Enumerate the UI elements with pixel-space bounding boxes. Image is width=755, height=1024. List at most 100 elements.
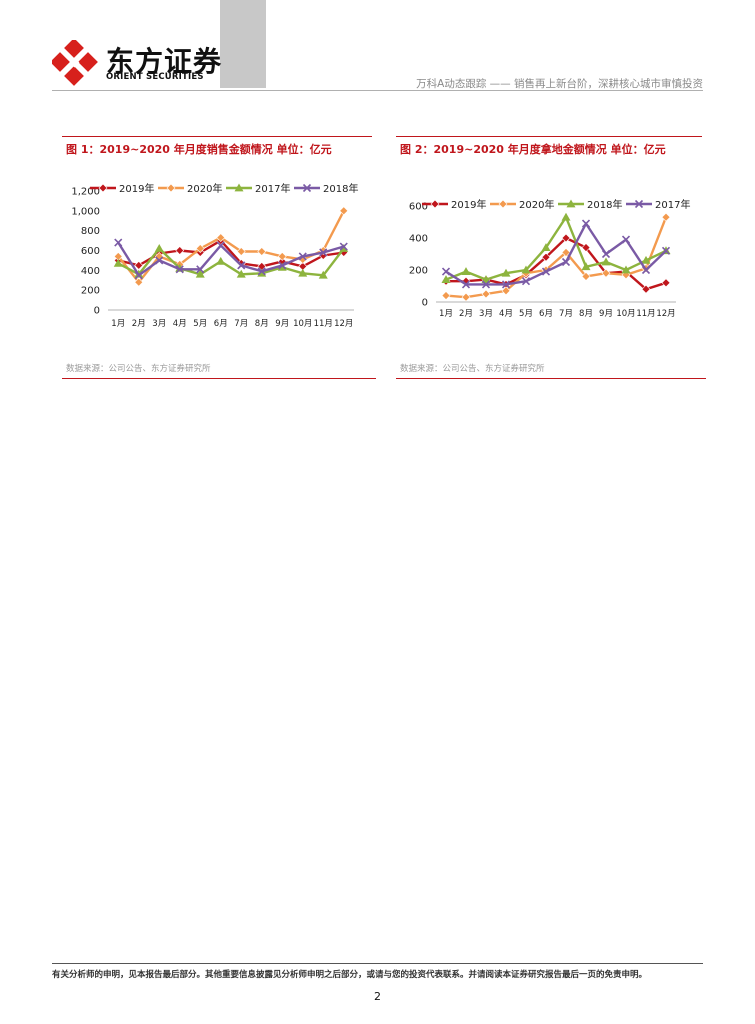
figure-2-data-point — [601, 257, 611, 266]
figure-2-series-line — [445, 216, 667, 281]
figure-2-bottom-rule — [396, 378, 706, 379]
figure-1-data-point — [339, 244, 349, 252]
figure-2-data-point — [441, 275, 451, 283]
figure-2-x-tick-label: 2月 — [459, 309, 473, 319]
figure-1-legend-label: 2018年 — [323, 182, 358, 195]
figure-2-x-tick-label: 11月 — [636, 309, 655, 319]
figure-2-legend-marker — [634, 199, 644, 209]
header-grey-bar — [220, 0, 266, 88]
figure-2-data-point — [641, 265, 651, 275]
figure-1-data-point — [155, 256, 164, 265]
figure-2-legend-marker — [566, 199, 576, 208]
figure-1-data-point — [196, 265, 205, 274]
figure-2-data-point — [581, 271, 591, 281]
report-title: 万科A动态跟踪 —— 销售再上新台阶，深耕核心城市审慎投资 — [416, 78, 703, 90]
figure-1-data-point — [318, 270, 328, 279]
page-number: 2 — [374, 990, 381, 1003]
figure-1-legend-label: 2020年 — [187, 182, 222, 195]
figure-1-data-point — [216, 256, 226, 265]
figure-1-data-point — [319, 248, 328, 257]
figure-1-x-tick-label: 8月 — [255, 319, 269, 329]
figure-1-x-tick-label: 6月 — [214, 319, 228, 329]
figure-1-chart: 0 200 400 600 800 1,000 1,200 1月 2月 3月 4月 5月 6月 7月 8月 9… — [71, 182, 358, 329]
figure-2-data-point — [581, 243, 591, 253]
figure-2-x-tick-label: 9月 — [599, 309, 613, 319]
figure-1-bottom-rule — [62, 378, 376, 379]
figure-2-data-point — [561, 247, 571, 257]
figure-1-data-point — [277, 252, 287, 261]
figure-2-data-point — [581, 262, 591, 271]
figure-1-x-tick-label: 7月 — [234, 319, 248, 329]
figure-1-top-rule — [62, 136, 372, 137]
figure-1-data-point — [257, 268, 267, 277]
figure-1-legend-marker — [166, 183, 176, 193]
figure-1-series-line — [117, 247, 345, 277]
figure-1-x-tick-label: 2月 — [132, 319, 146, 329]
figure-2-x-tick-label: 12月 — [656, 309, 675, 319]
figure-1-x-tick-label: 9月 — [275, 319, 289, 329]
figure-1-data-point — [175, 246, 185, 255]
figure-1-legend-marker — [302, 183, 312, 193]
figure-1-data-point — [175, 265, 184, 274]
figure-2-data-point — [541, 252, 551, 262]
figure-1-legend-marker — [98, 183, 108, 193]
figure-1-x-tick-label: 12月 — [334, 319, 353, 329]
figure-2-legend-label: 2020年 — [519, 198, 554, 211]
figure-2-legend-label: 2017年 — [655, 198, 690, 211]
figure-2-data-point — [481, 289, 491, 299]
figure-1-data-point — [113, 258, 123, 267]
logo-chinese-name: 东方证券 — [106, 45, 223, 78]
figure-1-source: 数据来源：公司公告、东方证券研究所 — [66, 364, 211, 374]
figure-2-data-point — [481, 275, 491, 283]
figure-1-data-point — [134, 271, 143, 280]
figure-1-legend-label: 2017年 — [255, 182, 290, 195]
figure-2-data-point — [581, 219, 591, 228]
figure-1-ytick-label: 1,200 — [71, 187, 100, 198]
figure-2-ytick-label: 400 — [409, 234, 428, 245]
figure-2-ytick-label: 0 — [422, 298, 428, 309]
figure-1-x-tick-label: 4月 — [173, 319, 187, 329]
figure-2-data-point — [561, 257, 571, 267]
figure-1-x-tick-label: 11月 — [314, 319, 333, 329]
figure-2-data-point — [541, 267, 551, 276]
figure-1-data-point — [216, 241, 225, 250]
figure-2-data-point — [621, 235, 631, 244]
figure-1-x-tick-label: 1月 — [111, 319, 125, 329]
figure-1-ytick-label: 1,000 — [71, 206, 100, 217]
figure-1-ytick-label: 0 — [94, 306, 100, 317]
figure-2-data-point — [601, 268, 611, 278]
figure-2-title: 图 2：2019~2020 年月度拿地金额情况 单位：亿元 — [400, 143, 666, 156]
figure-1-data-point — [339, 242, 348, 251]
figure-2-legend-marker — [498, 199, 508, 209]
figure-1-data-point — [298, 268, 308, 277]
figure-2-data-point — [661, 278, 671, 288]
figure-2-data-point — [441, 291, 451, 301]
figure-1-data-point — [154, 244, 164, 252]
figure-1-data-point — [236, 247, 246, 256]
figure-2-series-line — [446, 236, 667, 291]
figure-1-data-point — [195, 269, 205, 278]
figure-2-data-point — [641, 255, 651, 264]
figure-1-x-tick-label: 5月 — [193, 319, 207, 329]
figure-1-data-point — [298, 252, 307, 261]
figure-2-legend-marker — [430, 199, 440, 209]
figure-1-ytick-label: 200 — [81, 286, 100, 297]
figure-2-x-tick-label: 5月 — [519, 309, 533, 319]
figure-2-data-point — [561, 233, 571, 243]
figure-1-data-point — [195, 244, 205, 253]
figure-1-data-point — [237, 261, 246, 270]
footer-disclaimer: 有关分析师的申明，见本报告最后部分。其他重要信息披露见分析师申明之后部分，或请与… — [52, 970, 648, 980]
figure-2-data-point — [481, 280, 491, 289]
figure-1-ytick-label: 400 — [81, 266, 100, 277]
figure-2-data-point — [621, 265, 631, 274]
figure-2-ytick-label: 600 — [409, 202, 428, 213]
figure-2-legend-label: 2018年 — [587, 198, 622, 211]
figure-2-data-point — [561, 212, 571, 221]
figure-2-data-point — [461, 292, 471, 302]
figure-2-data-point — [521, 265, 531, 274]
figure-2-x-tick-label: 6月 — [539, 309, 553, 319]
figure-1-data-point — [114, 238, 123, 247]
figure-1-title: 图 1：2019~2020 年月度销售金额情况 单位：亿元 — [66, 143, 332, 156]
figure-1-data-point — [257, 247, 267, 256]
figure-1-legend-marker — [234, 183, 244, 192]
